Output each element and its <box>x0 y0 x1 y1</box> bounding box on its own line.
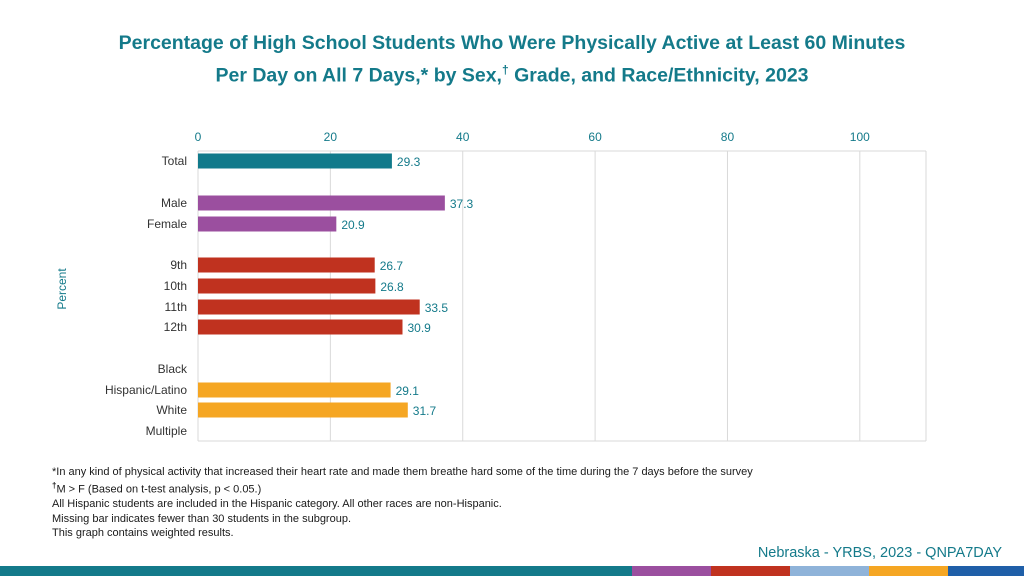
category-label: Female <box>147 217 187 231</box>
x-tick-label: 20 <box>324 130 338 144</box>
data-label: 20.9 <box>341 218 365 232</box>
bar <box>198 153 392 169</box>
color-strip-segment <box>711 566 790 576</box>
color-strip-segment <box>0 566 632 576</box>
x-tick-label: 80 <box>721 130 735 144</box>
bar <box>198 278 376 294</box>
data-label: 31.7 <box>413 404 437 418</box>
category-label: White <box>156 403 187 417</box>
data-label: 33.5 <box>425 301 449 315</box>
x-tick-label: 40 <box>456 130 470 144</box>
data-label: 29.1 <box>396 384 420 398</box>
category-label: Hispanic/Latino <box>105 383 187 397</box>
footnote-2-dagger: † <box>52 481 57 491</box>
footnotes: *In any kind of physical activity that i… <box>52 465 753 541</box>
category-label: 12th <box>164 320 187 334</box>
chart-title-line2-b: Grade, and Race/Ethnicity, 2023 <box>508 64 809 87</box>
data-label: 26.8 <box>380 280 404 294</box>
color-strip-segment <box>869 566 948 576</box>
category-label: 10th <box>164 279 187 293</box>
category-label: 11th <box>165 300 187 314</box>
chart-title-line1: Percentage of High School Students Who W… <box>118 32 906 54</box>
x-tick-label: 100 <box>850 130 870 144</box>
footnote-2: †M > F (Based on t-test analysis, p < 0.… <box>52 479 753 497</box>
source-label: Nebraska - YRBS, 2023 - QNPA7DAY <box>757 545 1002 561</box>
category-label: Multiple <box>146 424 188 438</box>
bar <box>198 216 337 232</box>
category-label: Total <box>162 154 187 168</box>
x-tick-label: 60 <box>588 130 602 144</box>
chart-title-line2-a: Per Day on All 7 Days,* by Sex, <box>215 64 502 87</box>
bottom-color-strip <box>0 566 1024 576</box>
bar-chart: 0 20 40 60 80 100 Percent Total 29.3 Male 37.3 Fema… <box>55 130 927 442</box>
data-label: 30.9 <box>408 321 432 335</box>
color-strip-segment <box>632 566 711 576</box>
footnote-5: This graph contains weighted results. <box>52 527 234 540</box>
footnote-1: *In any kind of physical activity that i… <box>52 466 753 478</box>
bar <box>198 319 403 335</box>
category-label: Black <box>158 362 188 376</box>
data-label: 29.3 <box>397 155 421 169</box>
dagger-sup: † <box>501 63 509 77</box>
x-tick-label: 0 <box>195 130 202 144</box>
footnote-3: All Hispanic students are included in th… <box>52 498 502 511</box>
category-label: Male <box>161 196 187 210</box>
y-axis-label: Percent <box>55 268 69 310</box>
category-label: 9th <box>170 258 187 272</box>
color-strip-segment <box>790 566 869 576</box>
bar <box>198 402 408 418</box>
bar <box>198 257 375 273</box>
bar <box>198 382 391 398</box>
bar <box>198 299 420 315</box>
footnote-2-text: M > F (Based on t-test analysis, p < 0.0… <box>56 484 262 497</box>
color-strip-segment <box>948 566 1024 576</box>
data-label: 26.7 <box>380 259 404 273</box>
chart-title-line2: Per Day on All 7 Days,* by Sex,† Grade, … <box>40 57 984 90</box>
chart-title: Percentage of High School Students Who W… <box>40 30 984 90</box>
footnote-4: Missing bar indicates fewer than 30 stud… <box>52 512 352 525</box>
bar <box>198 195 445 211</box>
data-label: 37.3 <box>450 197 474 211</box>
